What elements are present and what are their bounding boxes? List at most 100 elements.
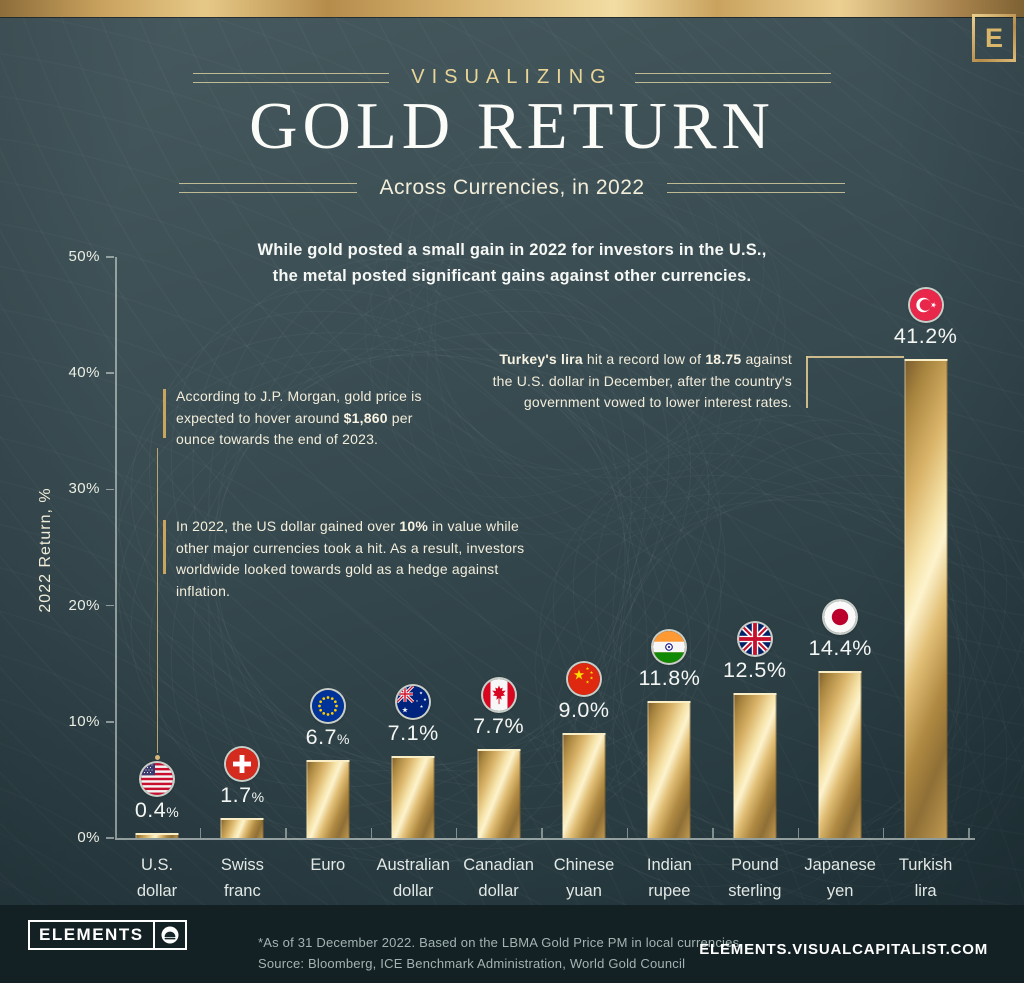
x-axis-tick — [626, 828, 629, 838]
bar-value-number: 6.7 — [305, 725, 338, 750]
category-label-indian-rupee: Indian rupee — [646, 856, 692, 900]
canada-flag-icon — [482, 678, 515, 711]
x-axis-tick — [968, 828, 970, 838]
page-title: GOLD RETURN — [249, 89, 775, 163]
category-label-japanese-yen: Japanese yen — [804, 856, 876, 900]
australia-flag-icon — [397, 685, 430, 718]
bar-value-pound-sterling: 12.5% — [712, 658, 798, 683]
y-axis-tick — [106, 604, 114, 607]
jp-morgan-annotation: According to J.P. Morgan, gold price is e… — [176, 388, 422, 448]
us-dollar-leader-line — [157, 448, 158, 753]
category-label-turkish-lira: Turkish lira — [898, 856, 953, 900]
x-axis-tick — [199, 828, 202, 838]
bar-value-japanese-yen: 14.4% — [797, 636, 883, 661]
double-rule-left — [179, 183, 358, 193]
subtitle-row: Across Currencies, in 2022 — [0, 176, 1024, 200]
bar-value-percent-sign: % — [504, 713, 525, 738]
footnote-line-1: *As of 31 December 2022. Based on the LB… — [258, 935, 744, 950]
bar-swiss-franc — [220, 818, 264, 838]
bar-column-euro: 6.7% Euro — [285, 257, 371, 874]
elements-e-logo[interactable]: E — [972, 14, 1016, 62]
y-axis-line — [115, 257, 117, 838]
footnote-line-2: Source: Bloomberg, ICE Benchmark Adminis… — [258, 955, 686, 971]
bar-value-percent-sign: % — [937, 324, 958, 349]
y-axis-tick — [106, 372, 114, 374]
elements-footer-logo[interactable]: ELEMENTS — [28, 920, 187, 950]
category-label-swiss-franc: Swiss franc — [220, 856, 264, 900]
elements-pickaxe-icon — [155, 922, 185, 948]
double-rule-right — [634, 72, 831, 83]
bar-column-canadian-dollar: 7.7% Canadian dollar — [456, 257, 542, 900]
eu-flag-icon — [311, 690, 344, 723]
jp-morgan-annotation-rule — [163, 389, 166, 438]
turkey-annotation-bracket-horizontal — [806, 356, 904, 358]
bar-value-chinese-yuan: 9.0% — [541, 698, 627, 723]
turkey-lira-annotation: Turkey's lira hit a record low of 18.75 … — [492, 351, 792, 411]
y-axis-tick — [106, 256, 114, 258]
x-axis-tick — [285, 828, 287, 838]
china-flag-icon — [568, 663, 600, 696]
y-axis-tick-label: 50% — [68, 248, 100, 265]
india-flag-icon — [653, 630, 686, 663]
plot-area: 0.4% U.S. dollar 1.7% Swiss franc 6.7% Euro 7.1%… — [114, 257, 975, 900]
kicker-text: VISUALIZING — [411, 66, 613, 88]
turkey-annotation-bracket-vertical — [806, 356, 808, 408]
bar-value-swiss-franc: 1.7% — [199, 783, 285, 808]
japan-flag-icon — [824, 600, 857, 633]
y-axis-tick — [106, 488, 114, 491]
bar-column-indian-rupee: 11.8% Indian rupee — [626, 257, 712, 900]
kicker-row: VISUALIZING — [0, 66, 1024, 89]
intro-text: While gold posted a small gain in 2022 f… — [0, 237, 1024, 290]
x-axis-tick — [712, 828, 714, 838]
bar-value-number: 41.2 — [893, 324, 938, 349]
bar-japanese-yen — [818, 670, 862, 838]
page-subtitle: Across Currencies, in 2022 — [379, 176, 645, 199]
bar-australian-dollar — [391, 755, 435, 838]
category-label-chinese-yuan: Chinese yuan — [553, 856, 615, 900]
bar-value-number: 11.8 — [638, 665, 681, 690]
elements-e-logo-letter: E — [984, 22, 1003, 53]
bar-column-chinese-yuan: 9.0% Chinese yuan — [541, 257, 627, 900]
intro-line-1: While gold posted a small gain in 2022 f… — [257, 241, 767, 259]
elements-footer-logo-divider — [152, 922, 155, 948]
bar-value-number: 12.5 — [723, 657, 767, 682]
bar-column-us-dollar: 0.4% U.S. dollar — [114, 257, 200, 900]
y-axis-title: 2022 Return, % — [37, 487, 54, 613]
bar-value-number: 14.4 — [808, 635, 853, 660]
bar-chinese-yuan — [562, 733, 606, 838]
bar-value-turkish-lira: 41.2% — [883, 324, 969, 349]
footnote: *As of 31 December 2022. Based on the LB… — [258, 933, 743, 975]
us-dollar-note-annotation: In 2022, the US dollar gained over 10% i… — [176, 518, 525, 600]
bar-value-percent-sign: % — [251, 789, 265, 806]
switzerland-flag-icon — [226, 748, 259, 781]
bar-us-dollar — [135, 833, 179, 838]
bar-euro — [306, 760, 350, 838]
y-axis-tick — [106, 837, 114, 839]
bar-value-number: 7.7 — [473, 713, 505, 738]
bar-column-pound-sterling: 12.5% Pound sterling — [712, 257, 798, 900]
bar-pound-sterling — [733, 692, 777, 838]
category-label-australian-dollar: Australian dollar — [376, 856, 450, 900]
us-dollar-leader-dot — [155, 755, 160, 760]
bar-value-number: 7.1 — [387, 720, 420, 745]
category-label-pound-sterling: Pound sterling — [728, 856, 782, 900]
footer-url[interactable]: ELEMENTS.VISUALCAPITALIST.COM — [699, 941, 988, 958]
bar-column-australian-dollar: 7.1% Australian dollar — [370, 257, 456, 900]
bar-indian-rupee — [647, 700, 691, 838]
us-flag-icon — [141, 763, 173, 796]
double-rule-right — [666, 183, 845, 193]
x-axis-tick — [455, 828, 458, 838]
double-rule-left — [193, 72, 390, 83]
intro-line-2: the metal posted significant gains again… — [272, 267, 752, 286]
y-axis-tick-label: 30% — [68, 480, 100, 498]
y-axis-tick-label: 20% — [68, 596, 100, 614]
bar-column-turkish-lira: 41.2% Turkish lira — [883, 257, 969, 900]
bar-value-number: 0.4 — [134, 798, 167, 823]
y-axis-tick-label: 40% — [68, 364, 100, 382]
bar-value-percent-sign: % — [766, 657, 787, 682]
bar-column-japanese-yen: 14.4% Japanese yen — [797, 257, 883, 900]
category-label-canadian-dollar: Canadian dollar — [463, 856, 534, 900]
bar-value-euro: 6.7% — [285, 725, 371, 750]
elements-footer-logo-text: ELEMENTS — [39, 925, 144, 944]
